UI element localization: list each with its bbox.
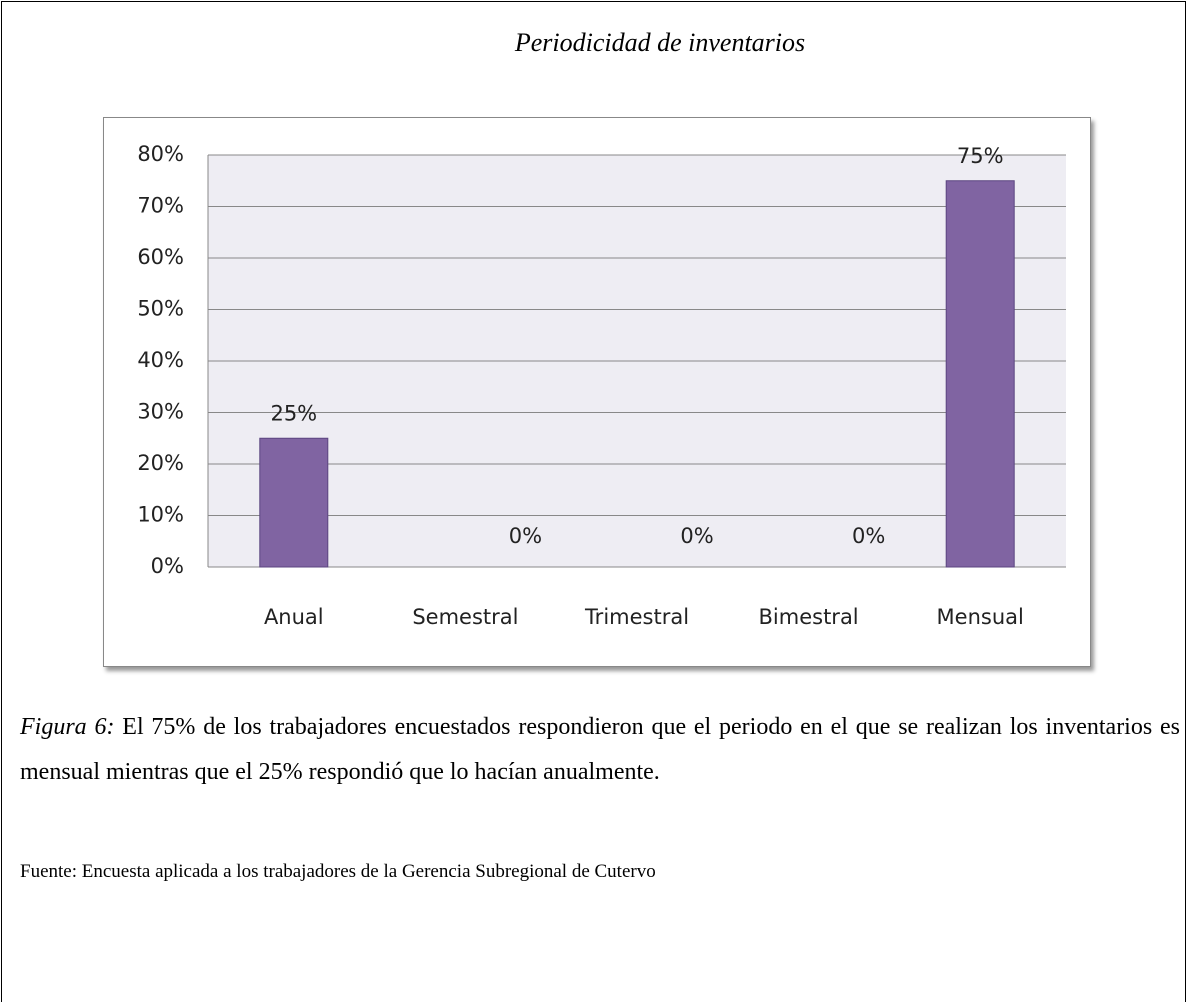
bar — [259, 437, 329, 568]
caption: Figura 6: El 75% de los trabajadores enc… — [20, 705, 1180, 795]
y-tick-label: 40% — [137, 348, 184, 372]
y-tick-label: 30% — [137, 400, 184, 424]
y-tick-label: 60% — [137, 245, 184, 269]
x-tick-label: Bimestral — [759, 605, 859, 629]
y-tick-label: 80% — [137, 142, 184, 166]
chart-title: Periodicidad de inventarios — [514, 28, 806, 57]
bar — [945, 180, 1015, 568]
y-tick-label: 70% — [137, 194, 184, 218]
y-tick-label: 20% — [137, 451, 184, 475]
caption-label: Figura 6: — [20, 714, 115, 740]
x-tick-label: Semestral — [412, 605, 518, 629]
data-label: 25% — [270, 401, 317, 425]
chart-box: 0% 10% 20% 30% 40% 50% 60% 70% 80% Anual 25% Semest… — [103, 117, 1091, 667]
data-label: 0% — [680, 524, 713, 548]
caption-text: El 75% de los trabajadores encuestados r… — [20, 714, 1180, 785]
y-tick-label: 0% — [151, 554, 184, 578]
x-tick-label: Trimestral — [584, 605, 689, 629]
data-label: 0% — [509, 524, 542, 548]
x-tick-label: Anual — [264, 605, 324, 629]
data-label: 0% — [852, 524, 885, 548]
chart: 0% 10% 20% 30% 40% 50% 60% 70% 80% Anual 25% Semest… — [137, 142, 1066, 629]
source: Fuente: Encuesta aplicada a los trabajad… — [20, 861, 656, 882]
y-tick-label: 50% — [137, 297, 184, 321]
y-tick-label: 10% — [137, 503, 184, 527]
x-tick-label: Mensual — [937, 605, 1024, 629]
data-label: 75% — [957, 144, 1004, 168]
